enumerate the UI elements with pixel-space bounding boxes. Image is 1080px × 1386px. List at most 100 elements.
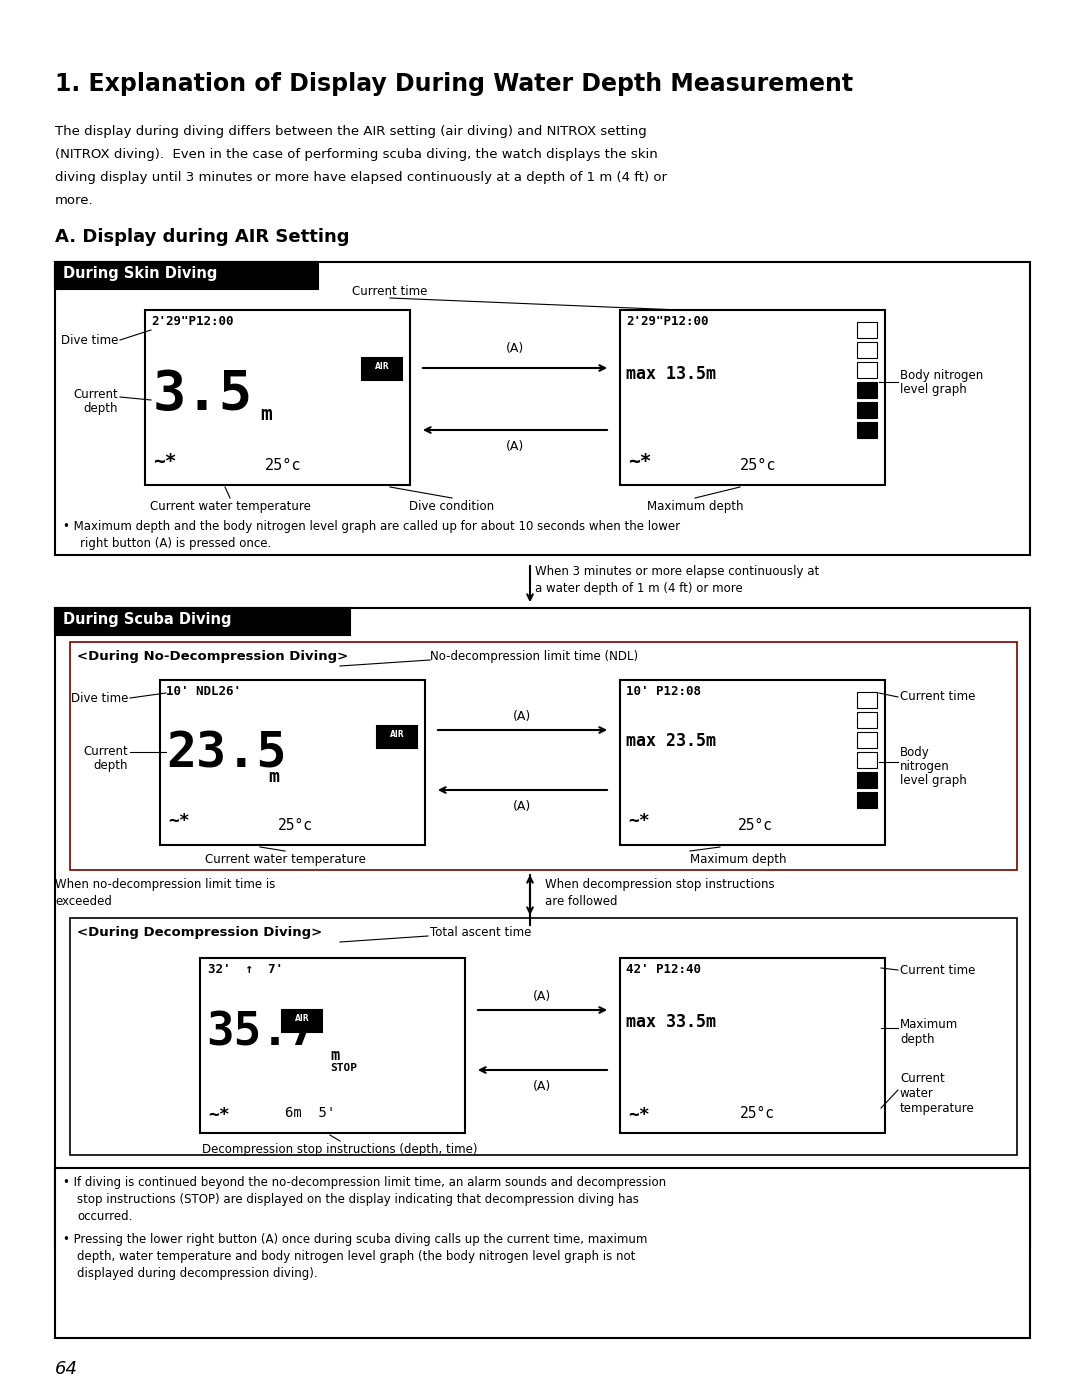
Text: depth, water temperature and body nitrogen level graph (the body nitrogen level : depth, water temperature and body nitrog… xyxy=(77,1250,635,1263)
Bar xyxy=(160,681,426,845)
Text: A. Display during AIR Setting: A. Display during AIR Setting xyxy=(55,229,350,245)
Bar xyxy=(55,262,1030,554)
Text: Current water temperature: Current water temperature xyxy=(204,852,365,866)
Bar xyxy=(858,692,877,708)
Text: STOP: STOP xyxy=(330,1063,357,1073)
Bar xyxy=(55,608,350,635)
Text: Current: Current xyxy=(900,1071,945,1085)
Text: 1. Explanation of Display During Water Depth Measurement: 1. Explanation of Display During Water D… xyxy=(55,72,853,96)
Text: exceeded: exceeded xyxy=(55,895,112,908)
Text: a water depth of 1 m (4 ft) or more: a water depth of 1 m (4 ft) or more xyxy=(535,582,743,595)
Text: Current time: Current time xyxy=(900,690,975,704)
Text: AIR: AIR xyxy=(295,1015,309,1023)
Bar xyxy=(858,342,877,358)
Bar xyxy=(858,791,877,808)
Bar xyxy=(858,421,877,438)
Text: Current: Current xyxy=(73,388,118,401)
Text: ~*: ~* xyxy=(168,812,190,830)
Bar xyxy=(55,608,1030,1247)
Text: ~*: ~* xyxy=(627,452,651,471)
Bar xyxy=(620,681,885,845)
Text: Current time: Current time xyxy=(352,286,428,298)
Bar xyxy=(70,918,1017,1155)
Text: displayed during decompression diving).: displayed during decompression diving). xyxy=(77,1267,318,1281)
Text: Decompression stop instructions (depth, time): Decompression stop instructions (depth, … xyxy=(202,1143,477,1156)
Text: Total ascent time: Total ascent time xyxy=(430,926,531,938)
Bar xyxy=(858,383,877,398)
Text: (A): (A) xyxy=(532,1080,551,1094)
Bar xyxy=(858,322,877,338)
Text: 6m  5': 6m 5' xyxy=(285,1106,335,1120)
Text: 10' NDL26': 10' NDL26' xyxy=(166,685,241,699)
Text: max 33.5m: max 33.5m xyxy=(626,1013,716,1031)
Bar xyxy=(377,726,417,748)
Text: 25°c: 25°c xyxy=(740,457,777,473)
Text: The display during diving differs between the AIR setting (air diving) and NITRO: The display during diving differs betwee… xyxy=(55,125,647,139)
Text: Maximum depth: Maximum depth xyxy=(690,852,786,866)
Text: level graph: level graph xyxy=(900,773,967,787)
Text: Dive time: Dive time xyxy=(70,692,129,704)
Text: are followed: are followed xyxy=(545,895,618,908)
Text: Current water temperature: Current water temperature xyxy=(149,500,310,513)
Text: depth: depth xyxy=(94,760,129,772)
Bar xyxy=(858,712,877,728)
Text: level graph: level graph xyxy=(900,384,967,396)
Text: 25°c: 25°c xyxy=(738,818,773,833)
Bar xyxy=(145,310,410,485)
Bar xyxy=(620,310,885,485)
Text: (A): (A) xyxy=(513,710,531,723)
Text: depth: depth xyxy=(83,402,118,414)
Text: When decompression stop instructions: When decompression stop instructions xyxy=(545,877,774,891)
Text: max 23.5m: max 23.5m xyxy=(626,732,716,750)
Bar xyxy=(858,772,877,789)
Text: 2'29"P12:00: 2'29"P12:00 xyxy=(151,315,233,328)
Text: depth: depth xyxy=(900,1033,934,1046)
Text: Current: Current xyxy=(83,746,129,758)
Text: 32'  ↑  7': 32' ↑ 7' xyxy=(208,963,283,976)
Text: During Skin Diving: During Skin Diving xyxy=(63,266,217,281)
Text: m: m xyxy=(260,405,272,424)
Text: temperature: temperature xyxy=(900,1102,975,1114)
Text: When 3 minutes or more elapse continuously at: When 3 minutes or more elapse continuous… xyxy=(535,565,820,578)
Text: (NITROX diving).  Even in the case of performing scuba diving, the watch display: (NITROX diving). Even in the case of per… xyxy=(55,148,658,161)
Text: 3.5: 3.5 xyxy=(153,369,253,421)
Text: • Pressing the lower right button (A) once during scuba diving calls up the curr: • Pressing the lower right button (A) on… xyxy=(63,1234,647,1246)
Text: 2'29"P12:00: 2'29"P12:00 xyxy=(626,315,708,328)
Text: <During No-Decompression Diving>: <During No-Decompression Diving> xyxy=(77,650,348,663)
Text: Current time: Current time xyxy=(900,963,975,977)
Text: • If diving is continued beyond the no-decompression limit time, an alarm sounds: • If diving is continued beyond the no-d… xyxy=(63,1175,666,1189)
Text: diving display until 3 minutes or more have elapsed continuously at a depth of 1: diving display until 3 minutes or more h… xyxy=(55,170,667,184)
Text: (A): (A) xyxy=(505,439,524,453)
Text: ~*: ~* xyxy=(627,812,650,830)
Text: Body nitrogen: Body nitrogen xyxy=(900,369,983,381)
Text: 42' P12:40: 42' P12:40 xyxy=(626,963,701,976)
Text: Dive condition: Dive condition xyxy=(409,500,495,513)
Text: 64: 64 xyxy=(55,1360,78,1378)
Text: Maximum: Maximum xyxy=(900,1017,958,1031)
Bar xyxy=(282,1010,322,1033)
Text: (A): (A) xyxy=(505,342,524,355)
Text: occurred.: occurred. xyxy=(77,1210,133,1222)
Text: During Scuba Diving: During Scuba Diving xyxy=(63,613,231,626)
Text: 25°c: 25°c xyxy=(265,457,301,473)
Bar xyxy=(200,958,465,1132)
Text: • Maximum depth and the body nitrogen level graph are called up for about 10 sec: • Maximum depth and the body nitrogen le… xyxy=(63,520,680,534)
Text: (A): (A) xyxy=(513,800,531,814)
Bar xyxy=(620,958,885,1132)
Text: right button (A) is pressed once.: right button (A) is pressed once. xyxy=(80,536,271,550)
Bar xyxy=(858,732,877,748)
Text: 25°c: 25°c xyxy=(740,1106,775,1121)
Text: When no-decompression limit time is: When no-decompression limit time is xyxy=(55,877,275,891)
Text: 10' P12:08: 10' P12:08 xyxy=(626,685,701,699)
Bar xyxy=(858,402,877,419)
Text: AIR: AIR xyxy=(375,362,389,371)
Bar xyxy=(55,262,318,290)
Text: Maximum depth: Maximum depth xyxy=(647,500,743,513)
Text: ~*: ~* xyxy=(627,1106,650,1124)
Text: No-decompression limit time (NDL): No-decompression limit time (NDL) xyxy=(430,650,638,663)
Text: 35.7: 35.7 xyxy=(206,1010,316,1055)
Text: AIR: AIR xyxy=(390,730,404,739)
Text: water: water xyxy=(900,1087,934,1100)
Text: ~*: ~* xyxy=(153,452,176,471)
Text: 25°c: 25°c xyxy=(278,818,313,833)
